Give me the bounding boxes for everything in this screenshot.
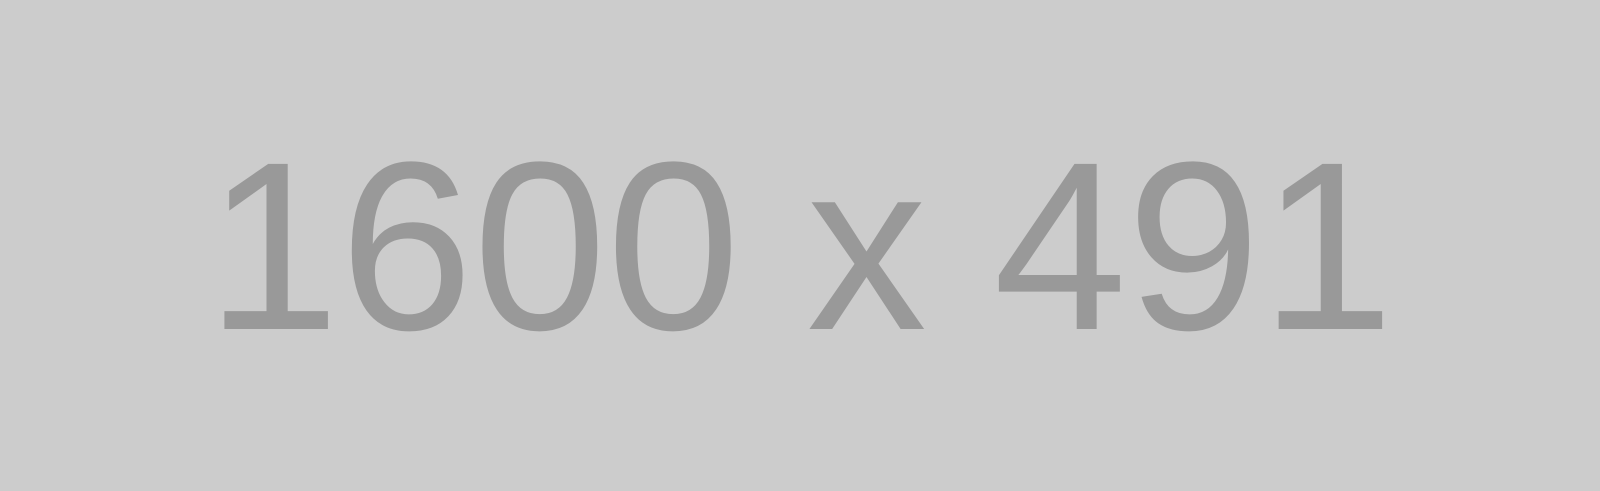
placeholder-dimensions-text: 1600 x 491 (206, 111, 1394, 380)
